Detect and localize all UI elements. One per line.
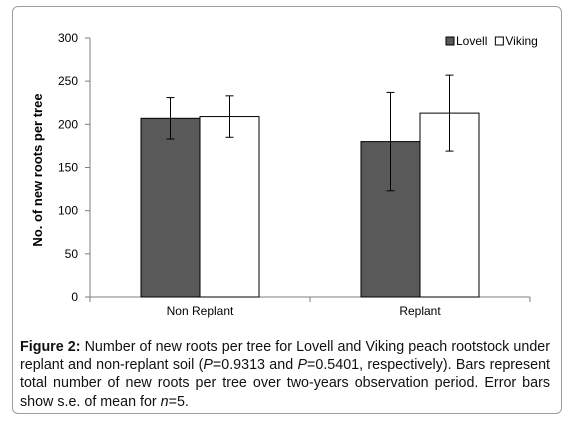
caption-p1-symbol: P [203, 357, 213, 374]
bar-chart: 0 50 100 150 200 250 300 Non Replant Replant No… [30, 31, 538, 318]
x-tick-label: Replant [399, 304, 441, 318]
y-tick-label: 150 [58, 161, 78, 175]
error-bars [166, 74, 454, 192]
y-ticks: 0 50 100 150 200 250 300 [58, 31, 90, 304]
bar-viking-non-replant [199, 116, 260, 298]
error-bar [225, 95, 234, 138]
y-tick-label: 50 [65, 247, 79, 261]
x-tick-label: Non Replant [167, 304, 234, 318]
bar-lovell-non-replant [140, 117, 201, 298]
caption-text-1: Number of new roots per tree for Lovell … [20, 339, 550, 374]
caption-label: Figure 2: [20, 339, 81, 355]
y-tick-label: 200 [58, 117, 78, 131]
caption-n-rest: =5. [168, 393, 189, 410]
error-bar [445, 74, 454, 152]
legend-label: Viking [505, 34, 537, 48]
legend-swatch [494, 36, 504, 46]
legend-item-lovell: Lovell [445, 34, 487, 48]
bars [140, 112, 480, 298]
y-tick-label: 0 [71, 290, 78, 304]
y-tick-label: 300 [58, 31, 78, 45]
legend-item-viking: Viking [494, 34, 538, 48]
error-bar [166, 97, 175, 140]
x-ticks: Non Replant Replant [89, 297, 531, 318]
y-tick-label: 250 [58, 74, 78, 88]
caption-n-symbol: n [160, 393, 169, 410]
y-tick-label: 100 [58, 204, 78, 218]
legend-label: Lovell [456, 34, 487, 48]
caption-p2-rest: =0.5401, respectively). Bars represent t… [20, 357, 551, 410]
y-axis-title: No. of new roots per tree [30, 93, 45, 246]
caption-p2-symbol: P [297, 357, 308, 374]
legend-swatch [445, 36, 455, 46]
caption-p1-rest: =0.9313 and [212, 357, 298, 374]
error-bar [386, 91, 395, 192]
legend: Lovell Viking [445, 34, 538, 48]
figure-caption: Figure 2: Number of new roots per tree f… [20, 338, 550, 411]
